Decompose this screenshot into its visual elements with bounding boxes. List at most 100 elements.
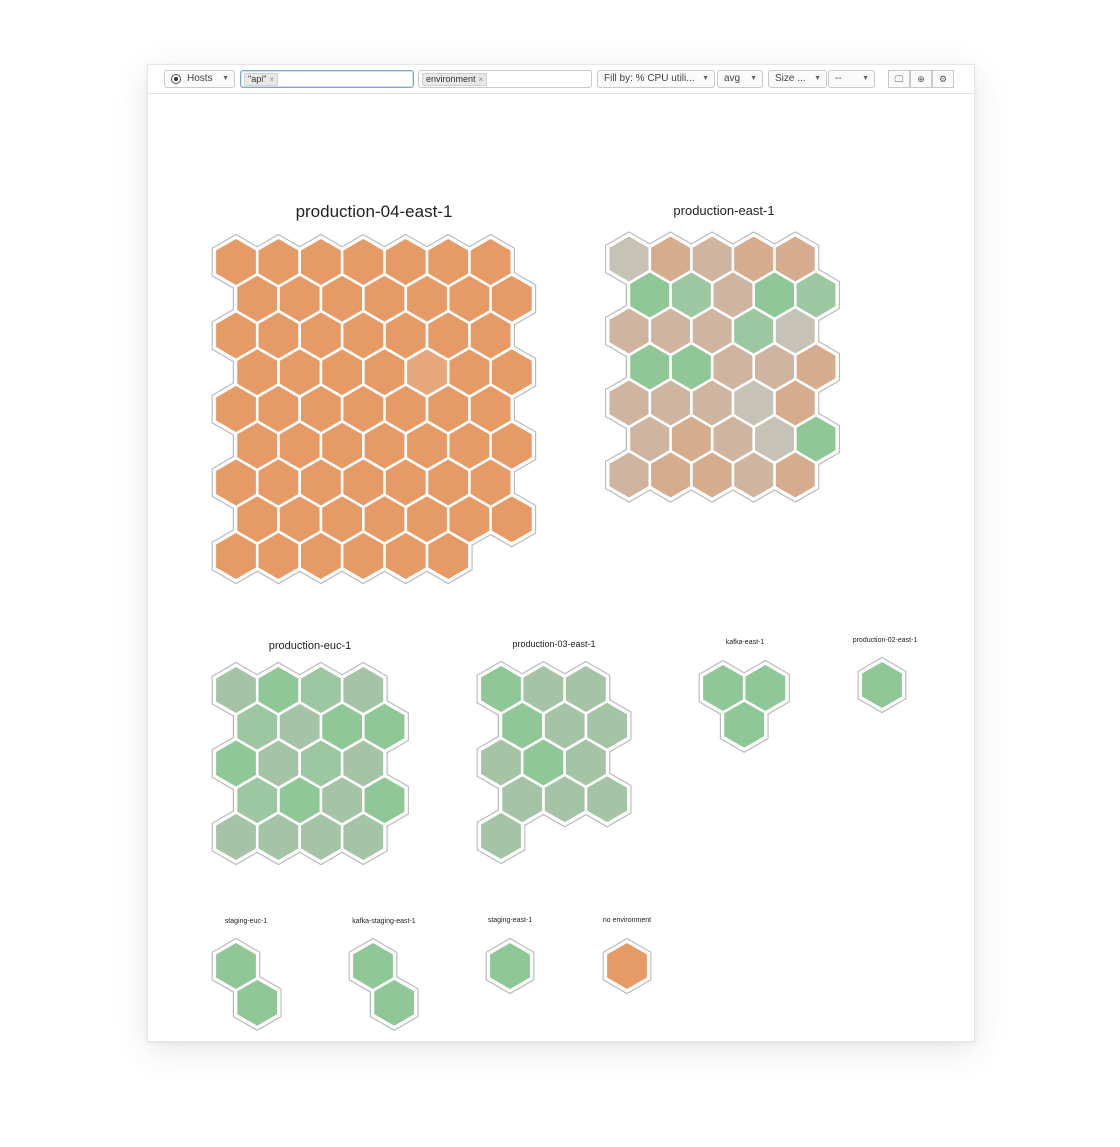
host-hex[interactable] <box>256 457 300 508</box>
host-hex[interactable] <box>670 414 713 464</box>
host-hex[interactable] <box>732 306 775 356</box>
host-hex[interactable] <box>235 775 279 826</box>
host-hex[interactable] <box>405 494 449 545</box>
host-hex[interactable] <box>447 494 491 545</box>
host-hex[interactable] <box>384 384 428 434</box>
host-hex[interactable] <box>214 941 258 991</box>
host-hex[interactable] <box>426 457 470 508</box>
host-hex[interactable] <box>500 774 544 825</box>
host-hex[interactable] <box>490 347 534 398</box>
host-hex[interactable] <box>488 941 532 991</box>
host-hex[interactable] <box>607 450 651 500</box>
host-hex[interactable] <box>235 701 279 752</box>
host-hex[interactable] <box>384 310 428 361</box>
host-hex[interactable] <box>214 457 258 508</box>
host-hex[interactable] <box>732 378 775 428</box>
host-hex[interactable] <box>479 737 523 788</box>
host-hex[interactable] <box>543 774 587 825</box>
host-hex[interactable] <box>341 457 385 508</box>
host-hex[interactable] <box>774 234 817 284</box>
host-hex[interactable] <box>426 310 470 361</box>
host-hex[interactable] <box>384 237 428 287</box>
host-hex[interactable] <box>732 234 775 284</box>
host-hex[interactable] <box>405 273 449 324</box>
host-hex[interactable] <box>214 310 258 361</box>
host-hex[interactable] <box>341 738 385 789</box>
close-icon[interactable]: × <box>478 75 484 84</box>
host-hex[interactable] <box>384 531 428 581</box>
close-icon[interactable]: × <box>269 75 275 84</box>
host-hex[interactable] <box>299 665 343 715</box>
host-hex[interactable] <box>278 347 322 398</box>
host-hex[interactable] <box>649 234 692 284</box>
host-hex[interactable] <box>299 738 343 789</box>
host-hex[interactable] <box>753 342 796 392</box>
host-hex[interactable] <box>256 812 300 862</box>
host-hex[interactable] <box>405 347 449 398</box>
filter-input[interactable]: "api" × <box>240 70 414 88</box>
host-hex[interactable] <box>426 237 470 287</box>
fill-by-select[interactable]: Fill by: % CPU utili... ▼ <box>597 70 715 88</box>
download-button[interactable]: ⊕ <box>910 70 932 88</box>
host-hex[interactable] <box>235 347 279 398</box>
host-hex[interactable] <box>774 306 817 356</box>
filter-tag[interactable]: "api" × <box>244 73 279 86</box>
host-hex[interactable] <box>500 700 544 751</box>
host-hex[interactable] <box>256 531 300 581</box>
host-hex[interactable] <box>490 273 534 324</box>
host-hex[interactable] <box>628 270 671 320</box>
host-hex[interactable] <box>299 384 343 434</box>
host-hex[interactable] <box>235 977 279 1028</box>
host-hex[interactable] <box>256 237 300 287</box>
host-hex[interactable] <box>605 941 649 991</box>
host-hex[interactable] <box>479 664 523 714</box>
group-tag[interactable]: environment × <box>422 73 488 86</box>
host-hex[interactable] <box>320 494 364 545</box>
scope-select[interactable]: Hosts ▼ <box>164 70 235 88</box>
host-hex[interactable] <box>341 665 385 715</box>
size-by-select[interactable]: Size ... ▼ <box>768 70 827 88</box>
host-hex[interactable] <box>320 273 364 324</box>
host-hex[interactable] <box>405 420 449 471</box>
host-hex[interactable] <box>521 737 565 788</box>
host-hex[interactable] <box>341 384 385 434</box>
host-hex[interactable] <box>628 414 671 464</box>
host-hex[interactable] <box>362 775 407 826</box>
host-hex[interactable] <box>341 237 385 287</box>
host-hex[interactable] <box>278 273 322 324</box>
host-hex[interactable] <box>299 812 343 862</box>
host-hex[interactable] <box>794 414 838 464</box>
host-hex[interactable] <box>711 414 755 464</box>
host-hex[interactable] <box>320 420 364 471</box>
host-hex[interactable] <box>670 342 713 392</box>
host-hex[interactable] <box>794 342 838 392</box>
host-hex[interactable] <box>701 663 745 713</box>
host-hex[interactable] <box>256 310 300 361</box>
host-hex[interactable] <box>372 977 416 1028</box>
host-hex[interactable] <box>649 450 692 500</box>
host-hex[interactable] <box>743 663 787 713</box>
host-hex[interactable] <box>628 342 671 392</box>
host-hex[interactable] <box>299 237 343 287</box>
host-hex[interactable] <box>469 457 513 508</box>
host-hex[interactable] <box>469 237 513 287</box>
host-hex[interactable] <box>753 270 796 320</box>
tv-mode-button[interactable]: 🖵 <box>888 70 910 88</box>
host-hex[interactable] <box>732 450 775 500</box>
host-hex[interactable] <box>521 664 565 714</box>
host-hex[interactable] <box>299 310 343 361</box>
size-aggregation-select[interactable]: -- ▼ <box>828 70 875 88</box>
host-hex[interactable] <box>585 774 629 825</box>
host-hex[interactable] <box>278 420 322 471</box>
host-hex[interactable] <box>670 270 713 320</box>
host-hex[interactable] <box>691 378 734 428</box>
host-hex[interactable] <box>753 414 796 464</box>
host-hex[interactable] <box>362 494 407 545</box>
host-hex[interactable] <box>214 665 258 715</box>
host-hex[interactable] <box>564 664 608 714</box>
host-hex[interactable] <box>447 347 491 398</box>
host-hex[interactable] <box>278 701 322 752</box>
host-hex[interactable] <box>447 420 491 471</box>
host-hex[interactable] <box>278 494 322 545</box>
host-hex[interactable] <box>362 701 407 752</box>
